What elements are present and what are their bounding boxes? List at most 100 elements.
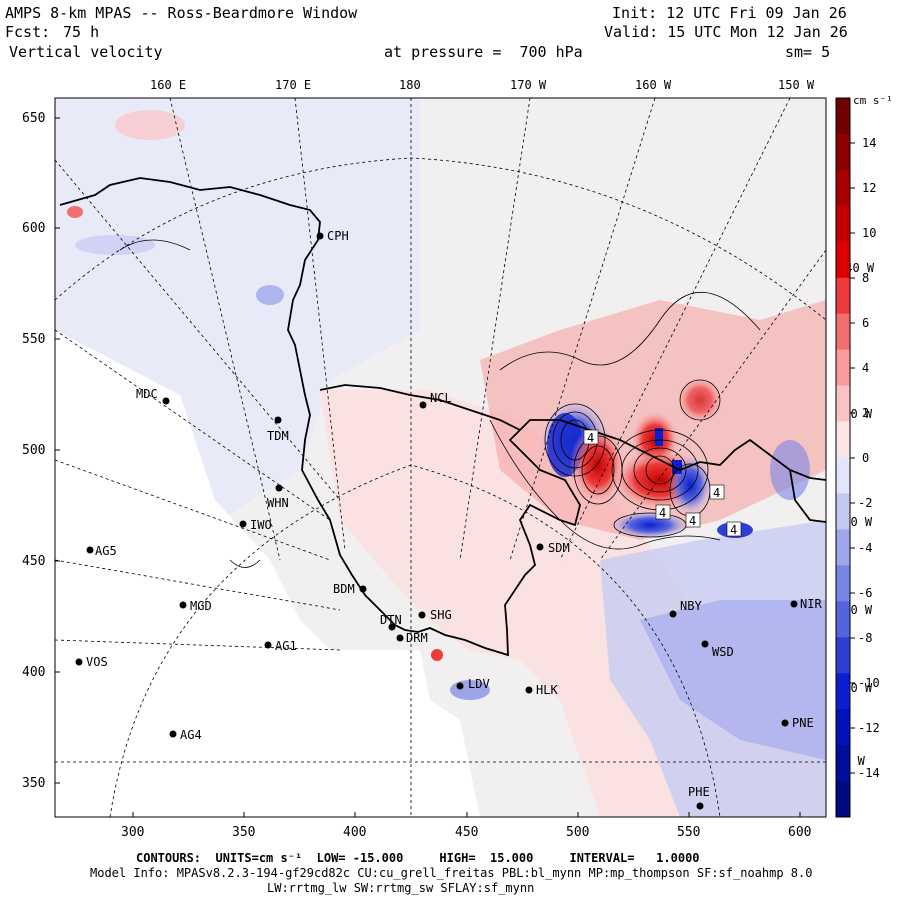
top-tick-label: 170 W [510, 78, 547, 92]
plateau-white-region [55, 330, 480, 817]
colorbar-swatch [836, 529, 850, 566]
y-tick-label: 550 [22, 332, 45, 347]
colorbar-swatch [836, 277, 850, 315]
colorbar-label: -6 [858, 586, 872, 600]
y-axis-ticks: 650 600 550 500 450 400 350 [22, 111, 45, 791]
colorbar-label: 0 [862, 451, 869, 465]
contour-value-labels: 4 4 4 4 4 [583, 429, 742, 537]
station-label: DRM [406, 631, 428, 645]
station-label: LDV [468, 677, 490, 691]
contour-label: 4 [659, 506, 666, 520]
colorbar-swatch [836, 98, 850, 135]
station-label: MGD [190, 599, 212, 613]
colorbar-label: -10 [858, 676, 880, 690]
colorbar-swatch [836, 349, 850, 387]
station-label: NCL [430, 391, 452, 405]
station-label: AG4 [180, 728, 202, 742]
station-label: SDM [548, 541, 570, 555]
top-tick-label: 170 E [275, 78, 311, 92]
y-tick-label: 650 [22, 111, 45, 126]
x-tick-label: 500 [566, 825, 589, 840]
colorbar-labels: 14 12 10 8 6 4 2 0 -2 -4 -6 -8 -10 -12 -14 [850, 136, 880, 780]
x-tick-label: 400 [343, 825, 366, 840]
forecast-label: Fcst: [5, 23, 51, 41]
station-label: CPH [327, 229, 349, 243]
colorbar-swatch [836, 673, 850, 710]
x-tick-label: 600 [788, 825, 811, 840]
colorbar-label: 14 [862, 136, 876, 150]
contour-label: 4 [689, 514, 696, 528]
plot-frame [54, 97, 827, 818]
colorbar-label: 2 [862, 406, 869, 420]
graticule [55, 98, 826, 817]
y-tick-label: 600 [22, 221, 45, 236]
top-tick-label: 160 W [635, 78, 672, 92]
x-tick-label: 550 [677, 825, 700, 840]
top-tick-label: 150 W [778, 78, 815, 92]
colorbar-units: cm s⁻¹ [853, 94, 893, 107]
model-info-line2: LW:rrtmg_lw SW:rrtmg_sw SFLAY:sf_mynn [267, 881, 535, 895]
top-tick-label: 160 E [150, 78, 186, 92]
station-label: VOS [86, 655, 108, 669]
colorbar-label: 10 [862, 226, 876, 240]
valid-time: Valid: 15 UTC Mon 12 Jan 26 [604, 23, 848, 41]
station-label: HLK [536, 683, 558, 697]
station-label: WSD [712, 645, 734, 659]
station-label: DTN [380, 613, 402, 627]
station-label: NBY [680, 599, 702, 613]
contour-label: 4 [587, 431, 594, 445]
colorbar-label: 6 [862, 316, 869, 330]
station-label: BDM [333, 582, 355, 596]
colorbar-swatch [836, 169, 850, 207]
colorbar-swatch [836, 637, 850, 674]
colorbar-label: 8 [862, 271, 869, 285]
colorbar-label: -12 [858, 721, 880, 735]
station-label: PHE [688, 785, 710, 799]
station-label: TDM [267, 429, 289, 443]
x-tick-label: 350 [232, 825, 255, 840]
colorbar-swatch [836, 745, 850, 782]
colorbar-label: -4 [858, 541, 872, 555]
contour-label: 4 [713, 486, 720, 500]
colorbar-swatch [836, 205, 850, 243]
top-longitude-ticks: 160 E 170 E 180 170 W 160 W 150 W [150, 78, 815, 92]
smoothing-value: sm= 5 [785, 43, 831, 61]
colorbar-swatch [836, 565, 850, 602]
station-label: PNE [792, 716, 814, 730]
colorbar-swatch [836, 709, 850, 746]
x-axis-ticks: 300 350 400 450 500 550 600 [121, 825, 811, 840]
y-tick-label: 400 [22, 665, 45, 680]
plot-area [55, 98, 826, 817]
forecast-hour: 75 h [63, 23, 100, 41]
station-label: AG1 [275, 639, 297, 653]
blue-region-strong [640, 600, 826, 760]
colorbar-swatch [836, 133, 850, 171]
y-tick-label: 350 [22, 776, 45, 791]
top-tick-label: 180 [399, 78, 421, 92]
field-name: Vertical velocity [9, 43, 163, 61]
station-label: NIR [800, 597, 822, 611]
colorbar-label: -8 [858, 631, 872, 645]
map-title: AMPS 8-km MPAS -- Ross-Beardmore Window [5, 4, 358, 22]
init-time: Init: 12 UTC Fri 09 Jan 26 [612, 4, 847, 22]
station-label: SHG [430, 608, 452, 622]
model-info: Model Info: MPASv8.2.3-194-gf29cd82c CU:… [90, 866, 813, 880]
station-label: WHN [267, 496, 289, 510]
station-label: AG5 [95, 544, 117, 558]
colorbar-swatch [836, 457, 850, 494]
colorbar-swatch [836, 241, 850, 279]
station-label: IWO [250, 518, 272, 532]
colorbar-swatch [836, 493, 850, 530]
contour-label: 4 [730, 523, 737, 537]
colorbar-swatch [836, 781, 850, 818]
station-label: MDC [136, 387, 158, 401]
colorbar-label: 12 [862, 181, 876, 195]
colorbar-swatch [836, 601, 850, 638]
x-tick-label: 450 [455, 825, 478, 840]
colorbar-swatch [836, 313, 850, 351]
colorbar-swatch [836, 385, 850, 423]
x-tick-label: 300 [121, 825, 144, 840]
colorbar [836, 98, 850, 818]
colorbar-swatch [836, 421, 850, 458]
